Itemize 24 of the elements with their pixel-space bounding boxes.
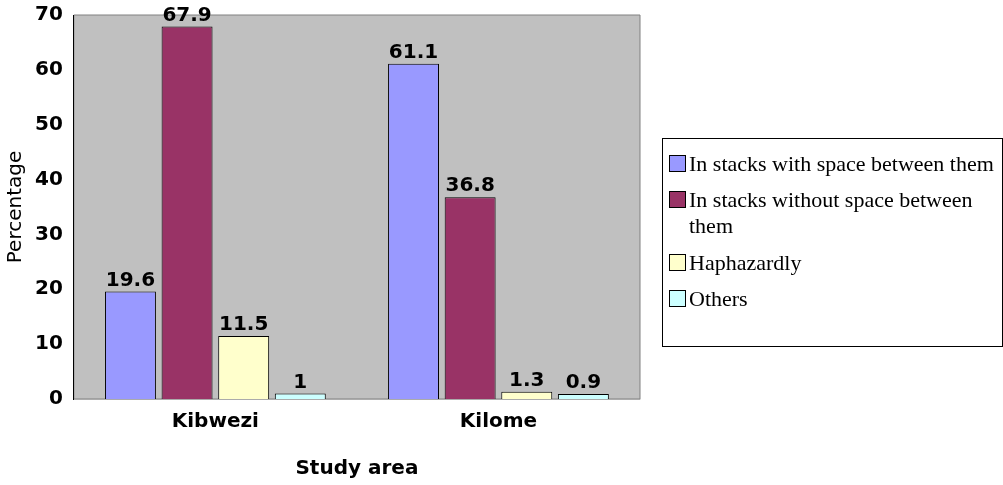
y-tick-label: 60	[34, 56, 63, 81]
y-tick-label: 30	[34, 220, 63, 245]
legend-label: Others	[689, 286, 748, 313]
y-tick-label: 20	[34, 275, 63, 300]
y-tick-label: 10	[34, 330, 63, 355]
x-tick-label: Kilome	[459, 408, 538, 433]
data-label: 61.1	[388, 39, 439, 64]
x-axis-title: Study area	[295, 455, 419, 480]
data-label: 67.9	[162, 1, 212, 26]
data-label: 1	[293, 368, 308, 393]
data-label: 11.5	[219, 311, 269, 336]
y-tick-label: 0	[48, 385, 63, 410]
data-label: 36.8	[445, 172, 495, 197]
y-tick-label: 70	[34, 1, 63, 26]
data-label: 0.9	[565, 369, 602, 394]
data-label: 19.6	[105, 266, 156, 291]
x-tick-label: Kibwezi	[171, 408, 259, 433]
y-axis-title: Percentage	[2, 150, 27, 264]
legend-label: In stacks without space between them	[689, 186, 974, 240]
legend-label: In stacks with space between them	[689, 150, 994, 177]
y-tick-label: 50	[34, 110, 63, 135]
data-label: 1.3	[509, 367, 545, 392]
legend-label: Haphazardly	[689, 249, 802, 277]
y-tick-label: 40	[34, 165, 63, 190]
